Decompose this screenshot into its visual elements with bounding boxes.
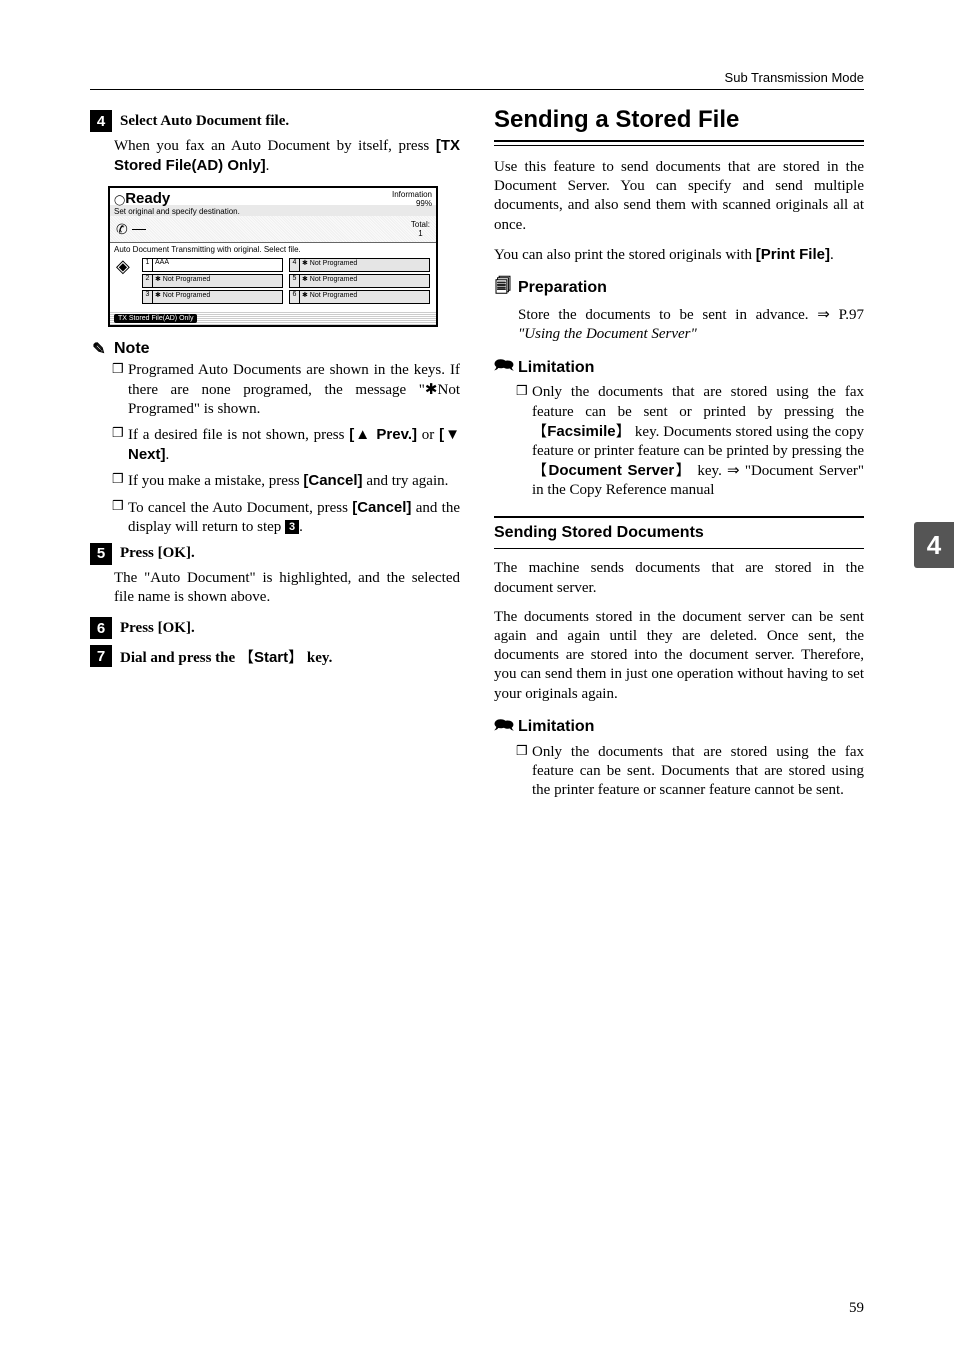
section-heading: Sending a Stored File (494, 106, 864, 134)
limitation-list-1: Only the documents that are stored using… (494, 383, 864, 500)
note-item: To cancel the Auto Document, press [Canc… (112, 498, 460, 537)
phone-underscore (132, 229, 146, 230)
step-7: 7 Dial and press the Start key. (90, 645, 460, 667)
limitation-heading-1: 🗪 Limitation (494, 354, 864, 381)
preparation-body: Store the documents to be sent in advanc… (518, 306, 864, 344)
limitation-item-2: Only the documents that are stored using… (516, 743, 864, 801)
ready-label: Ready (125, 190, 170, 207)
ready-icon: ◯ (114, 195, 125, 206)
facsimile-key: Facsimile (532, 423, 631, 440)
note-item: If a desired file is not shown, press [▲… (112, 425, 460, 465)
file-slot: 3✱ Not Programed (142, 290, 283, 304)
intro-para-1: Use this feature to send documents that … (494, 158, 864, 235)
note-label: Note (114, 340, 150, 358)
diamond-icon: ◈ (116, 256, 130, 277)
step-7-number: 7 (90, 645, 112, 667)
sub-para-1: The machine sends documents that are sto… (494, 559, 864, 597)
limitation-icon-2: 🗪 (494, 714, 512, 741)
total-label: Total: (411, 220, 430, 229)
step-6: 6 Press [OK]. (90, 617, 460, 639)
step-4-title: Select Auto Document file. (120, 113, 289, 130)
tx-stored-file-ad-only-button: TX Stored File(AD) Only (114, 314, 197, 323)
preparation-icon: 🗐 (494, 275, 512, 302)
step-5-body: The "Auto Document" is highlighted, and … (114, 569, 460, 607)
file-slot: 5✱ Not Programed (289, 274, 430, 288)
limitation-item-1: Only the documents that are stored using… (516, 383, 864, 500)
right-column: Sending a Stored File Use this feature t… (494, 104, 864, 806)
step-4-body: When you fax an Auto Document by itself,… (114, 136, 460, 176)
limitation-icon: 🗪 (494, 354, 512, 381)
step-6-number: 6 (90, 617, 112, 639)
lcd-screen-illustration: ◯Ready Set original and specify destinat… (108, 186, 438, 327)
intro-para-2: You can also print the stored originals … (494, 245, 864, 265)
phone-icon: ✆ (116, 221, 128, 238)
h2-rule-thick (494, 140, 864, 142)
total-value: 1 (411, 229, 430, 238)
file-slot: 4✱ Not Programed (289, 258, 430, 272)
note-item: Programed Auto Documents are shown in th… (112, 361, 460, 419)
header-rule (90, 89, 864, 90)
file-slot: 2✱ Not Programed (142, 274, 283, 288)
note-list: Programed Auto Documents are shown in th… (90, 361, 460, 537)
step-5-title: Press [OK]. (120, 545, 195, 562)
file-grid: 1AAA 4✱ Not Programed 2✱ Not Programed 5✱ N… (110, 256, 436, 308)
h2-rule-thin (494, 145, 864, 146)
left-column: 4 Select Auto Document file. When you fa… (90, 104, 460, 806)
print-file-label: [Print File] (756, 246, 830, 263)
step-5: 5 Press [OK]. (90, 543, 460, 565)
preparation-heading: 🗐 Preparation (494, 275, 864, 302)
ready-subtext: Set original and specify destination. (114, 207, 240, 216)
running-head: Sub Transmission Mode (90, 70, 864, 85)
information-label: Information (392, 190, 432, 199)
step-7-title: Dial and press the Start key. (120, 646, 332, 667)
file-slot: 6✱ Not Programed (289, 290, 430, 304)
chapter-tab: 4 (914, 522, 954, 568)
screen-instruction: Auto Document Transmitting with original… (110, 242, 436, 256)
sub-para-2: The documents stored in the document ser… (494, 608, 864, 704)
limitation-label-2: Limitation (518, 718, 594, 736)
limitation-label-1: Limitation (518, 359, 594, 377)
information-pct: 99% (392, 199, 432, 208)
note-item: If you make a mistake, press [Cancel] an… (112, 471, 460, 491)
preparation-label: Preparation (518, 279, 607, 297)
note-heading: ✎ Note (90, 339, 460, 359)
subsection-heading: Sending Stored Documents (494, 516, 864, 549)
document-server-key: Document Server (532, 462, 692, 479)
step-4: 4 Select Auto Document file. (90, 110, 460, 132)
step-5-number: 5 (90, 543, 112, 565)
start-key: Start (239, 649, 303, 666)
file-slot: 1AAA (142, 258, 283, 272)
page-number: 59 (849, 1300, 864, 1317)
limitation-heading-2: 🗪 Limitation (494, 714, 864, 741)
limitation-list-2: Only the documents that are stored using… (494, 743, 864, 801)
step-4-number: 4 (90, 110, 112, 132)
note-icon: ✎ (90, 339, 108, 359)
step-6-title: Press [OK]. (120, 620, 195, 637)
